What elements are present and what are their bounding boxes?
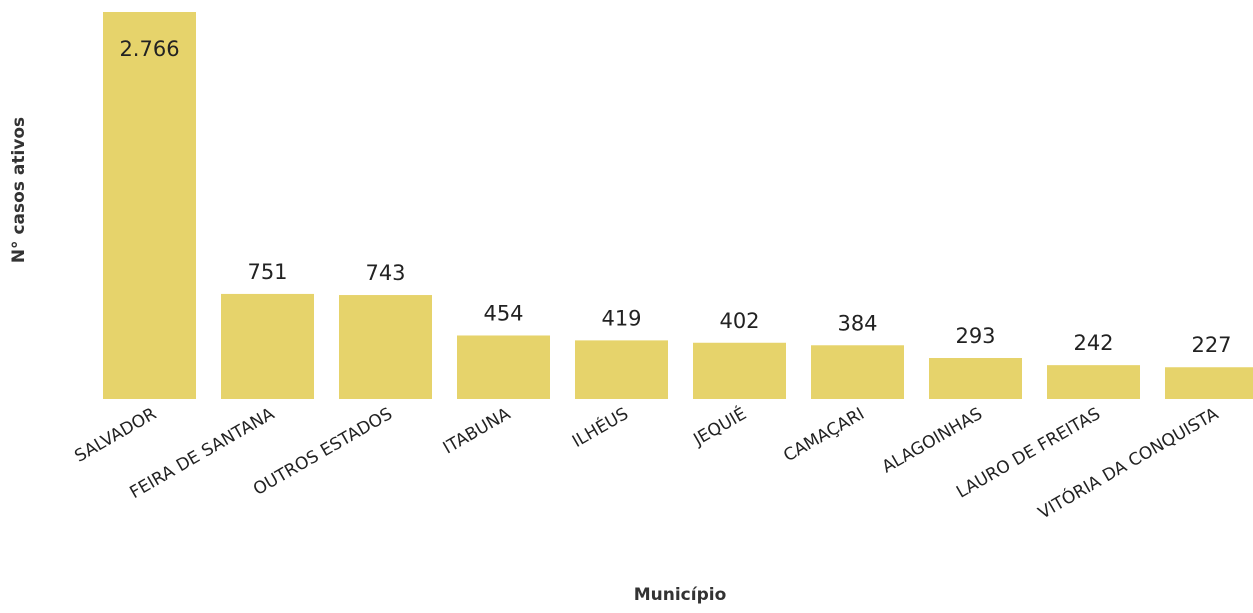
value-label-alagoinhas: 293 xyxy=(955,324,995,348)
category-label-salvador: SALVADOR xyxy=(71,404,160,467)
bar-vitoria-da-conquista xyxy=(1165,367,1253,399)
bar-itabuna xyxy=(457,335,550,399)
category-label-alagoinhas: ALAGOINHAS xyxy=(879,404,986,477)
category-label-itabuna: ITABUNA xyxy=(440,404,515,459)
bars-group xyxy=(103,12,1253,399)
bar-outros-estados xyxy=(339,295,432,399)
value-label-camacari: 384 xyxy=(837,311,877,335)
bar-jequie xyxy=(693,342,786,399)
bar-salvador xyxy=(103,12,196,399)
x-axis-title: Município xyxy=(634,585,727,605)
value-label-outros-estados: 743 xyxy=(365,261,405,285)
value-label-lauro-de-freitas: 242 xyxy=(1073,331,1113,355)
category-label-jequie: JEQUIÉ xyxy=(688,402,750,450)
bar-alagoinhas xyxy=(929,358,1022,399)
value-label-itabuna: 454 xyxy=(483,301,523,325)
value-labels-group: 2.766 751 743 454 419 402 384 293 242 227 xyxy=(119,37,1231,357)
category-label-ilheus: ILHÉUS xyxy=(568,402,632,452)
value-label-salvador: 2.766 xyxy=(119,37,179,61)
bar-camacari xyxy=(811,345,904,399)
category-label-camacari: CAMAÇARI xyxy=(780,404,868,466)
value-label-jequie: 402 xyxy=(719,309,759,333)
value-label-vitoria-da-conquista: 227 xyxy=(1191,333,1231,357)
y-axis-title: N° casos ativos xyxy=(9,117,29,263)
category-label-vitoria-da-conquista: VITÓRIA DA CONQUISTA xyxy=(1034,402,1222,523)
bar-lauro-de-freitas xyxy=(1047,365,1140,399)
value-label-feira-de-santana: 751 xyxy=(247,260,287,284)
bar-feira-de-santana xyxy=(221,293,314,399)
bar-ilheus xyxy=(575,340,668,399)
value-label-ilheus: 419 xyxy=(601,306,641,330)
